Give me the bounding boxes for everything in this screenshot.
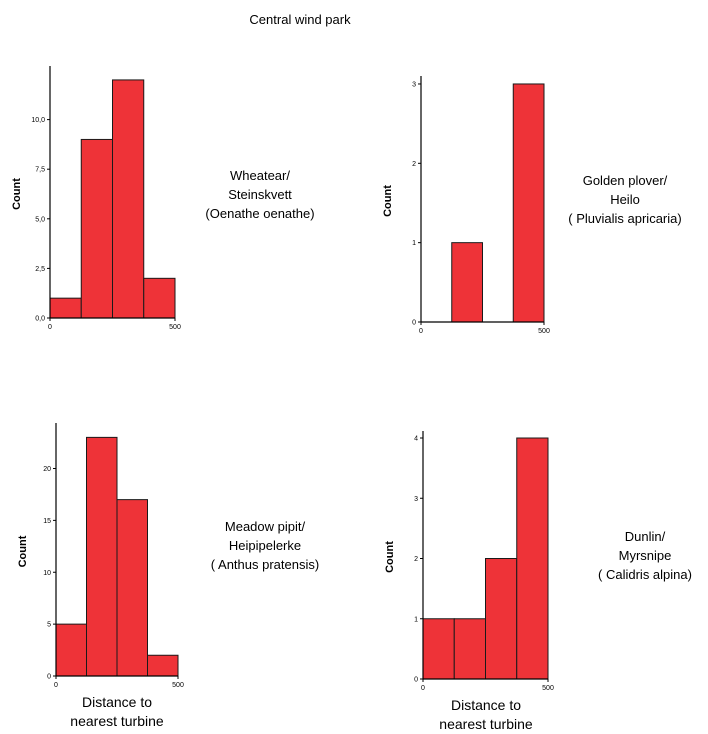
y-tick-label: 20: [43, 466, 51, 473]
y-tick-label: 1: [414, 616, 418, 623]
histogram-bar: [112, 79, 145, 319]
x-axis-label-line: Distance to nearest turbine: [439, 697, 533, 732]
x-tick-label: 0: [48, 324, 52, 331]
x-tick-label: 0: [54, 682, 58, 689]
page-title: Central wind park: [249, 12, 351, 27]
histogram-bar: [55, 623, 87, 677]
histogram-golden-plover: 0 1 2 3 0 500 Count: [382, 76, 550, 335]
histogram-bar: [516, 437, 549, 680]
x-axis-label-line: Distance to nearest turbine: [70, 694, 164, 729]
y-axis-label: Count: [382, 185, 394, 217]
species-label-golden-plover: Golden plover/ Heilo ( Pluvialis apricar…: [545, 171, 705, 228]
y-tick-label: 2: [414, 556, 418, 563]
species-local-name: Heipipelerke: [228, 538, 302, 553]
species-local-name: Heilo: [610, 192, 640, 207]
x-axis-label-meadow-pipit: Distance to nearest turbine: [47, 693, 187, 731]
y-tick-label: 10: [43, 570, 51, 577]
y-tick-label: 0: [414, 677, 418, 684]
histogram-bar: [485, 558, 518, 680]
y-tick-label: 3: [414, 496, 418, 503]
histogram-bar: [451, 242, 483, 323]
species-latin-name: ( Anthus pratensis): [210, 557, 320, 572]
species-local-name: Steinskvett: [228, 187, 292, 202]
x-axis-label-dunlin: Distance to nearest turbine: [416, 696, 556, 734]
species-common-name: Meadow pipit/: [224, 519, 306, 534]
histogram-meadow-pipit: 0 5 10 15 20 0 500 Count: [17, 423, 184, 689]
species-latin-name: ( Pluvialis apricaria): [568, 211, 682, 226]
x-tick-label: 500: [538, 328, 550, 335]
species-common-name: Dunlin/: [624, 529, 666, 544]
x-tick-label: 500: [172, 682, 184, 689]
species-common-name: Wheatear/: [230, 168, 290, 183]
y-tick-label: 3: [412, 81, 416, 88]
x-tick-label: 500: [169, 324, 181, 331]
histogram-bar: [147, 654, 179, 677]
x-tick-label: 0: [419, 328, 423, 335]
y-tick-label: 2,5: [35, 266, 45, 273]
y-tick-label: 4: [414, 436, 418, 443]
y-tick-label: 0,0: [35, 316, 45, 323]
species-label-dunlin: Dunlin/ Myrsnipe ( Calidris alpina): [580, 527, 708, 584]
histogram-bar: [512, 83, 545, 323]
y-tick-label: 0: [412, 320, 416, 327]
histogram-bar: [49, 297, 82, 319]
species-local-name: Myrsnipe: [618, 548, 672, 563]
y-tick-label: 5,0: [35, 216, 45, 223]
species-common-name: Golden plover/: [582, 173, 668, 188]
species-label-wheatear: Wheatear/ Steinskvett (Oenathe oenathe): [180, 166, 340, 223]
histogram-bar: [116, 499, 148, 677]
histogram-wheatear: 0,0 2,5 5,0 7,5 10,0 0 500 Count: [11, 66, 181, 331]
histogram-bar: [453, 618, 486, 680]
histogram-dunlin: 0 1 2 3 4 0 500 Count: [384, 431, 554, 692]
y-tick-label: 7,5: [35, 167, 45, 174]
y-tick-label: 1: [412, 240, 416, 247]
species-latin-name: ( Calidris alpina): [598, 567, 692, 582]
histogram-bar: [80, 138, 113, 319]
y-axis-label: Count: [17, 535, 29, 567]
x-tick-label: 500: [542, 685, 554, 692]
y-tick-label: 0: [47, 674, 51, 681]
y-axis-label: Count: [384, 541, 396, 573]
species-latin-name: (Oenathe oenathe): [205, 206, 315, 221]
y-axis-label: Count: [11, 178, 23, 210]
y-tick-label: 5: [47, 622, 51, 629]
histogram-bar: [143, 277, 176, 319]
histogram-bar: [422, 618, 455, 680]
histogram-bar: [86, 436, 118, 677]
x-tick-label: 0: [421, 685, 425, 692]
y-tick-label: 15: [43, 518, 51, 525]
y-tick-label: 2: [412, 161, 416, 168]
species-label-meadow-pipit: Meadow pipit/ Heipipelerke ( Anthus prat…: [190, 517, 340, 574]
y-tick-label: 10,0: [31, 117, 45, 124]
